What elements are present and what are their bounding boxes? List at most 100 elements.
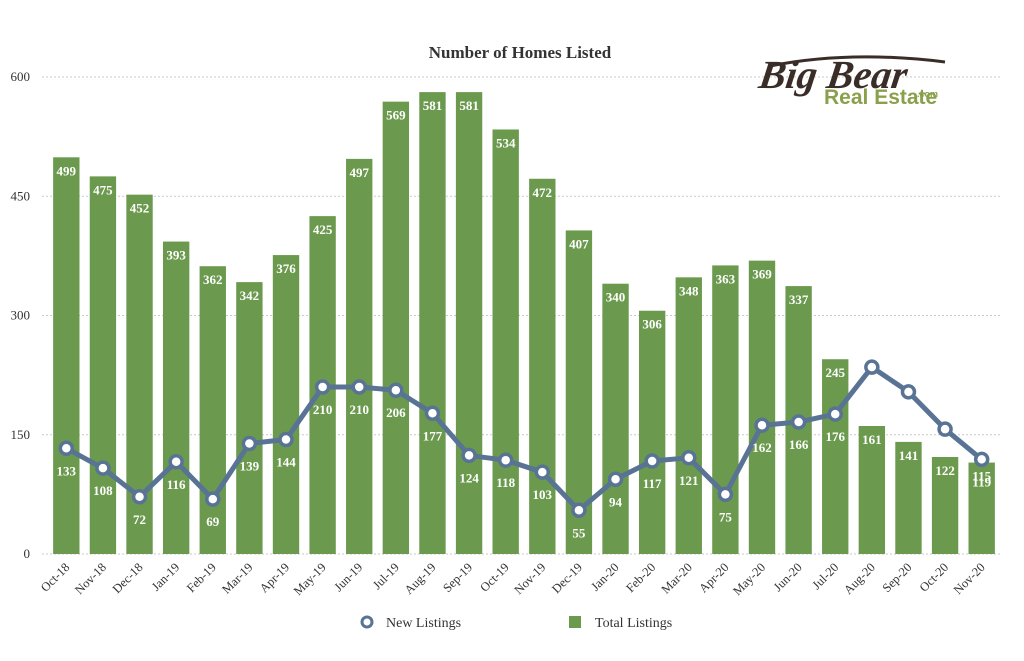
point-Oct-20 (937, 421, 953, 437)
point-label-May-19: 210 (313, 402, 333, 417)
x-tick-label-Oct-18: Oct-18 (38, 560, 72, 594)
x-tick-label-Apr-20: Apr-20 (696, 560, 731, 595)
x-tick-label-Sep-20: Sep-20 (880, 560, 915, 595)
line-value-labels: 133 108 72 116 69 139 144 210 210 206 177 124 118 103… (57, 382, 992, 540)
y-axis: 0 150 300 450 600 (11, 69, 31, 561)
point-Oct-18 (58, 440, 75, 457)
point-Jun-19 (351, 379, 367, 395)
x-tick-label-Aug-19: Aug-19 (402, 560, 439, 597)
bar-May-20 (748, 260, 776, 554)
bar-label-Mar-19: 342 (240, 288, 260, 303)
bar-Apr-20 (712, 265, 739, 554)
bar-label-Dec-19: 407 (569, 236, 589, 251)
point-Jul-19 (388, 382, 404, 398)
bar-Oct-20 (931, 457, 959, 554)
y-tick-label-450: 450 (11, 188, 31, 203)
point-Dec-19 (571, 502, 587, 519)
logo-swoosh (769, 55, 946, 68)
point-Nov-18 (95, 460, 111, 476)
point-label-Nov-20: 119 (972, 474, 991, 489)
bar-label-Aug-20: 161 (862, 432, 882, 447)
x-tick-label-Apr-19: Apr-19 (257, 560, 292, 595)
bar-Sep-19 (455, 92, 483, 554)
point-label-Feb-20: 117 (643, 476, 662, 491)
bar-label-Dec-18: 452 (130, 201, 150, 216)
point-Apr-19 (278, 431, 294, 448)
point-Mar-19 (241, 435, 258, 452)
legend-new-listings-marker (360, 615, 374, 629)
bar-label-Oct-19: 534 (496, 135, 516, 150)
x-tick-label-Jun-20: Jun-20 (771, 560, 805, 594)
point-May-19 (314, 379, 331, 395)
x-tick-label-Mar-19: Mar-19 (219, 560, 255, 596)
point-Jun-20 (790, 414, 807, 430)
x-tick-label-Jan-20: Jan-20 (588, 560, 621, 593)
point-Jan-19 (168, 454, 184, 470)
point-label-Jul-20: 176 (825, 429, 845, 444)
point-Jul-20 (827, 406, 843, 422)
bar-Aug-19 (419, 92, 446, 554)
x-tick-label-Oct-19: Oct-19 (477, 560, 511, 594)
point-label-Mar-20: 121 (679, 473, 699, 488)
x-tick-label-Aug-20: Aug-20 (841, 560, 878, 597)
bar-Feb-20 (638, 310, 666, 554)
point-Feb-19 (205, 491, 221, 507)
point-label-Apr-20: 75 (719, 509, 733, 524)
x-tick-label-Nov-19: Nov-19 (512, 560, 549, 597)
x-tick-label-Mar-20: Mar-20 (659, 560, 695, 596)
bar-label-Aug-19: 581 (423, 98, 443, 113)
bar-Feb-19 (199, 266, 226, 554)
bar-Jan-19 (162, 241, 190, 554)
x-tick-label-Feb-20: Feb-20 (623, 560, 658, 595)
bar-Mar-19 (236, 282, 263, 554)
x-tick-label-Jul-19: Jul-19 (370, 560, 402, 592)
logo: Big Bear Real Estate .com (755, 52, 946, 109)
bar-label-Apr-19: 376 (276, 261, 296, 276)
bar-Nov-20 (968, 462, 995, 554)
point-Mar-20 (681, 450, 697, 466)
bar-label-Apr-20: 363 (716, 271, 736, 286)
point-Sep-19 (461, 447, 477, 464)
point-label-Oct-18: 133 (57, 463, 77, 478)
point-Nov-19 (534, 464, 551, 480)
point-label-Jan-20: 94 (609, 494, 623, 509)
x-tick-label-Oct-20: Oct-20 (917, 560, 951, 594)
point-label-Jul-19: 206 (386, 405, 406, 420)
bar-label-Sep-19: 581 (459, 98, 479, 113)
bar-label-May-20: 369 (752, 267, 772, 282)
bar-Aug-20 (858, 426, 886, 554)
point-label-Oct-19: 118 (496, 475, 515, 490)
point-Sep-20 (900, 384, 917, 400)
x-tick-label-Nov-20: Nov-20 (951, 560, 988, 597)
point-label-Jun-19: 210 (349, 402, 369, 417)
bar-label-Nov-18: 475 (93, 182, 113, 197)
y-tick-label-600: 600 (11, 69, 31, 84)
bar-label-Jan-20: 340 (606, 290, 626, 305)
x-tick-label-Dec-18: Dec-18 (110, 560, 146, 596)
y-tick-label-0: 0 (24, 546, 31, 561)
point-label-Jan-19: 116 (167, 477, 186, 492)
bar-Jan-20 (602, 283, 629, 554)
point-label-Feb-19: 69 (206, 514, 220, 529)
bar-label-Oct-18: 499 (57, 163, 77, 178)
point-May-20 (754, 417, 770, 433)
x-tick-label-May-19: May-19 (291, 560, 329, 598)
bar-Nov-19 (529, 178, 556, 554)
bar-label-Mar-20: 348 (679, 283, 699, 298)
bar-label-Jan-19: 393 (166, 248, 186, 263)
legend-new-listings-label: New Listings (386, 616, 461, 631)
bar-label-Jul-20: 245 (825, 365, 845, 380)
point-label-Dec-18: 72 (133, 512, 146, 527)
point-Nov-20 (973, 451, 990, 468)
bar-Jun-19 (346, 158, 373, 554)
point-label-Sep-20: 204 (899, 407, 919, 422)
chart-title: Number of Homes Listed (429, 43, 612, 62)
y-tick-label-150: 150 (11, 427, 31, 442)
bar-label-Nov-20: 115 (972, 469, 991, 484)
bar-Oct-18 (53, 157, 80, 555)
bar-Jul-20 (822, 359, 849, 554)
bar-Oct-19 (492, 129, 519, 554)
point-label-Aug-20: 235 (862, 382, 882, 397)
legend-total-listings-label: Total Listings (595, 616, 672, 631)
